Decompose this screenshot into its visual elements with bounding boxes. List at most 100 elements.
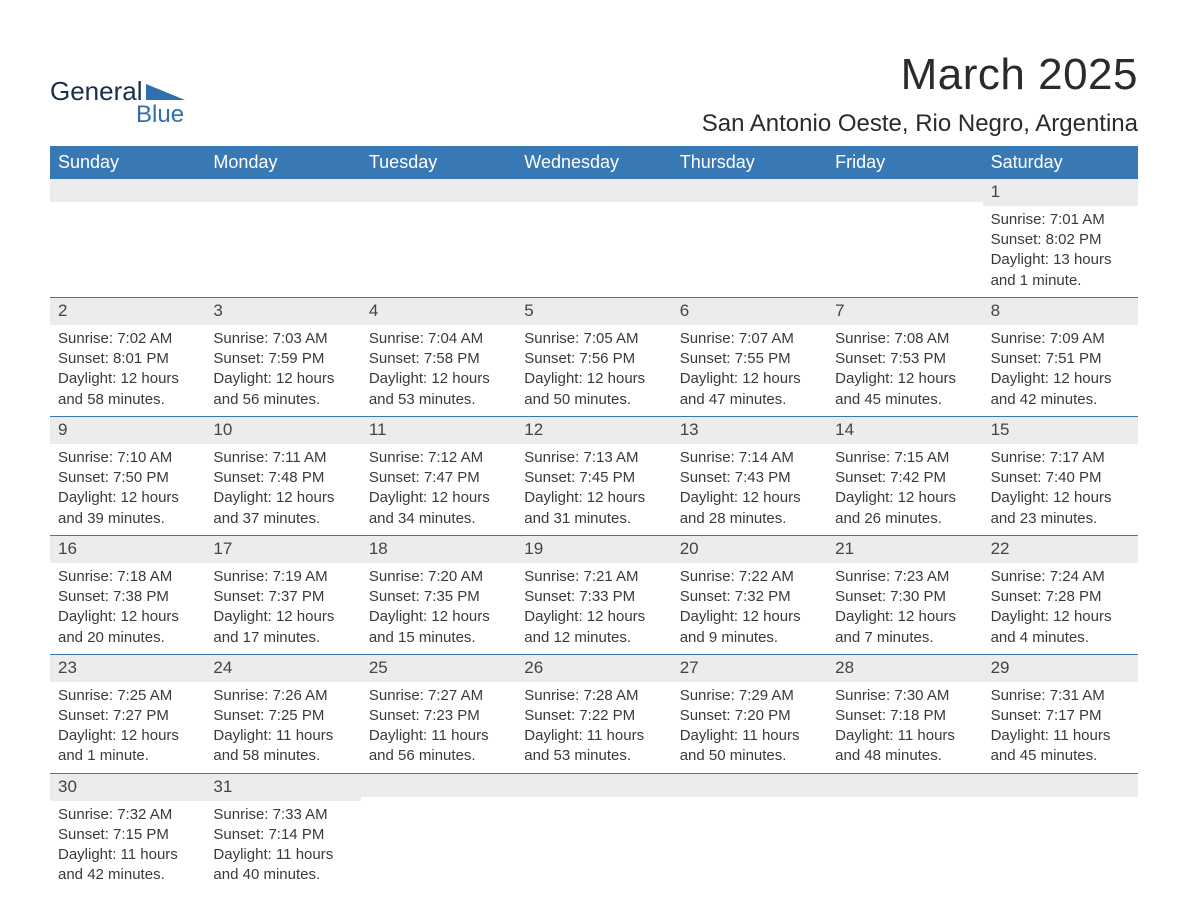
day-sunset: Sunset: 7:38 PM [58, 587, 199, 607]
day-content: Sunrise: 7:01 AMSunset: 8:02 PMDaylight:… [983, 206, 1138, 297]
day-sunset: Sunset: 7:14 PM [213, 825, 354, 845]
day-number: 2 [50, 298, 205, 325]
day-number: 31 [205, 774, 360, 801]
day-sunset: Sunset: 8:01 PM [58, 349, 199, 369]
day-daylight1: Daylight: 12 hours [369, 488, 510, 508]
day-daylight1: Daylight: 12 hours [524, 369, 665, 389]
day-content: Sunrise: 7:24 AMSunset: 7:28 PMDaylight:… [983, 563, 1138, 654]
dow-thursday: Thursday [672, 146, 827, 179]
day-content: Sunrise: 7:07 AMSunset: 7:55 PMDaylight:… [672, 325, 827, 416]
day-sunrise: Sunrise: 7:05 AM [524, 329, 665, 349]
day-daylight2: and 48 minutes. [835, 746, 976, 766]
day-number: 10 [205, 417, 360, 444]
day-content: Sunrise: 7:02 AMSunset: 8:01 PMDaylight:… [50, 325, 205, 416]
calendar-day-cell [361, 179, 516, 297]
day-number: 4 [361, 298, 516, 325]
day-content: Sunrise: 7:04 AMSunset: 7:58 PMDaylight:… [361, 325, 516, 416]
day-sunrise: Sunrise: 7:10 AM [58, 448, 199, 468]
day-number: 15 [983, 417, 1138, 444]
day-number [672, 179, 827, 202]
day-number: 11 [361, 417, 516, 444]
day-daylight2: and 28 minutes. [680, 509, 821, 529]
day-number: 22 [983, 536, 1138, 563]
day-sunset: Sunset: 7:45 PM [524, 468, 665, 488]
day-number: 1 [983, 179, 1138, 206]
day-sunset: Sunset: 7:40 PM [991, 468, 1132, 488]
day-content: Sunrise: 7:18 AMSunset: 7:38 PMDaylight:… [50, 563, 205, 654]
day-content: Sunrise: 7:09 AMSunset: 7:51 PMDaylight:… [983, 325, 1138, 416]
day-daylight2: and 37 minutes. [213, 509, 354, 529]
day-sunrise: Sunrise: 7:24 AM [991, 567, 1132, 587]
calendar-day-cell: 10Sunrise: 7:11 AMSunset: 7:48 PMDayligh… [205, 417, 360, 535]
calendar-day-cell: 7Sunrise: 7:08 AMSunset: 7:53 PMDaylight… [827, 298, 982, 416]
calendar-day-cell: 8Sunrise: 7:09 AMSunset: 7:51 PMDaylight… [983, 298, 1138, 416]
calendar-header-row: Sunday Monday Tuesday Wednesday Thursday… [50, 146, 1138, 179]
calendar-week-row: 2Sunrise: 7:02 AMSunset: 8:01 PMDaylight… [50, 297, 1138, 416]
day-sunset: Sunset: 7:50 PM [58, 468, 199, 488]
day-number [205, 179, 360, 202]
calendar-day-cell: 3Sunrise: 7:03 AMSunset: 7:59 PMDaylight… [205, 298, 360, 416]
day-daylight2: and 39 minutes. [58, 509, 199, 529]
calendar-day-cell: 13Sunrise: 7:14 AMSunset: 7:43 PMDayligh… [672, 417, 827, 535]
logo: General Blue [50, 50, 200, 132]
logo-icon: General Blue [50, 76, 200, 132]
day-sunrise: Sunrise: 7:21 AM [524, 567, 665, 587]
day-daylight1: Daylight: 12 hours [680, 369, 821, 389]
day-sunrise: Sunrise: 7:33 AM [213, 805, 354, 825]
calendar-day-cell [205, 179, 360, 297]
day-daylight1: Daylight: 11 hours [369, 726, 510, 746]
day-number: 14 [827, 417, 982, 444]
day-daylight2: and 40 minutes. [213, 865, 354, 885]
day-sunset: Sunset: 7:59 PM [213, 349, 354, 369]
day-daylight2: and 58 minutes. [213, 746, 354, 766]
day-content [205, 202, 360, 212]
day-content: Sunrise: 7:13 AMSunset: 7:45 PMDaylight:… [516, 444, 671, 535]
calendar-day-cell: 12Sunrise: 7:13 AMSunset: 7:45 PMDayligh… [516, 417, 671, 535]
calendar-day-cell [672, 774, 827, 892]
day-daylight2: and 17 minutes. [213, 628, 354, 648]
day-number: 12 [516, 417, 671, 444]
day-sunrise: Sunrise: 7:02 AM [58, 329, 199, 349]
day-sunrise: Sunrise: 7:04 AM [369, 329, 510, 349]
day-number: 27 [672, 655, 827, 682]
day-number: 3 [205, 298, 360, 325]
day-daylight2: and 1 minute. [58, 746, 199, 766]
day-sunrise: Sunrise: 7:14 AM [680, 448, 821, 468]
day-daylight1: Daylight: 11 hours [680, 726, 821, 746]
day-sunrise: Sunrise: 7:01 AM [991, 210, 1132, 230]
header-row: General Blue March 2025 San Antonio Oest… [50, 50, 1138, 138]
calendar-day-cell: 23Sunrise: 7:25 AMSunset: 7:27 PMDayligh… [50, 655, 205, 773]
day-content [983, 797, 1138, 807]
day-daylight2: and 26 minutes. [835, 509, 976, 529]
day-content: Sunrise: 7:17 AMSunset: 7:40 PMDaylight:… [983, 444, 1138, 535]
day-number [516, 179, 671, 202]
calendar-day-cell: 20Sunrise: 7:22 AMSunset: 7:32 PMDayligh… [672, 536, 827, 654]
calendar-day-cell: 21Sunrise: 7:23 AMSunset: 7:30 PMDayligh… [827, 536, 982, 654]
day-sunrise: Sunrise: 7:29 AM [680, 686, 821, 706]
day-daylight2: and 12 minutes. [524, 628, 665, 648]
day-sunset: Sunset: 7:35 PM [369, 587, 510, 607]
day-number: 26 [516, 655, 671, 682]
calendar-day-cell: 1Sunrise: 7:01 AMSunset: 8:02 PMDaylight… [983, 179, 1138, 297]
title-block: March 2025 San Antonio Oeste, Rio Negro,… [702, 50, 1138, 138]
day-daylight2: and 23 minutes. [991, 509, 1132, 529]
day-daylight2: and 50 minutes. [524, 390, 665, 410]
day-daylight2: and 47 minutes. [680, 390, 821, 410]
day-daylight2: and 42 minutes. [58, 865, 199, 885]
calendar-day-cell [827, 774, 982, 892]
calendar-week-row: 9Sunrise: 7:10 AMSunset: 7:50 PMDaylight… [50, 416, 1138, 535]
day-content: Sunrise: 7:26 AMSunset: 7:25 PMDaylight:… [205, 682, 360, 773]
day-sunset: Sunset: 7:15 PM [58, 825, 199, 845]
day-content: Sunrise: 7:15 AMSunset: 7:42 PMDaylight:… [827, 444, 982, 535]
day-number: 29 [983, 655, 1138, 682]
day-number: 28 [827, 655, 982, 682]
day-daylight1: Daylight: 12 hours [835, 488, 976, 508]
calendar: Sunday Monday Tuesday Wednesday Thursday… [50, 146, 1138, 892]
day-content [361, 797, 516, 807]
day-number: 25 [361, 655, 516, 682]
day-sunset: Sunset: 7:28 PM [991, 587, 1132, 607]
calendar-day-cell: 9Sunrise: 7:10 AMSunset: 7:50 PMDaylight… [50, 417, 205, 535]
day-daylight2: and 15 minutes. [369, 628, 510, 648]
day-content: Sunrise: 7:05 AMSunset: 7:56 PMDaylight:… [516, 325, 671, 416]
calendar-week-row: 23Sunrise: 7:25 AMSunset: 7:27 PMDayligh… [50, 654, 1138, 773]
